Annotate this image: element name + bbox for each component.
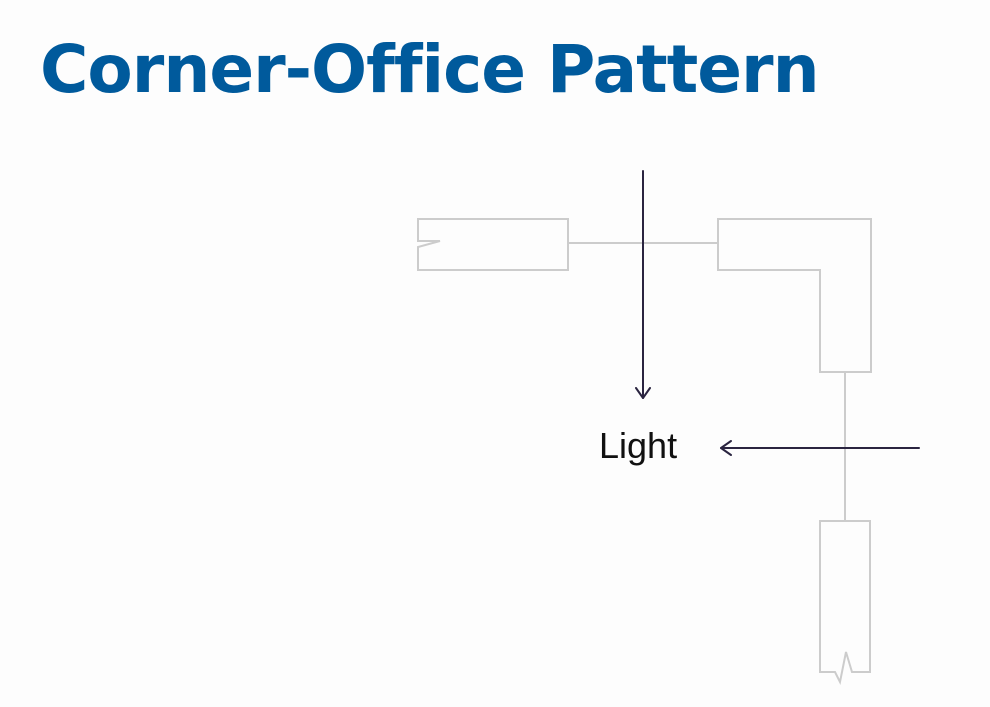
left-wall-segment: [417, 218, 569, 271]
slide-title: Corner-Office Pattern: [40, 31, 820, 108]
light-label: Light: [599, 425, 677, 466]
arrow-left-head: [720, 440, 732, 456]
corner-wall: [717, 218, 872, 373]
bottom-wall-segment: [819, 520, 871, 686]
arrow-down-head: [635, 387, 651, 399]
light-arrows: [635, 170, 920, 456]
